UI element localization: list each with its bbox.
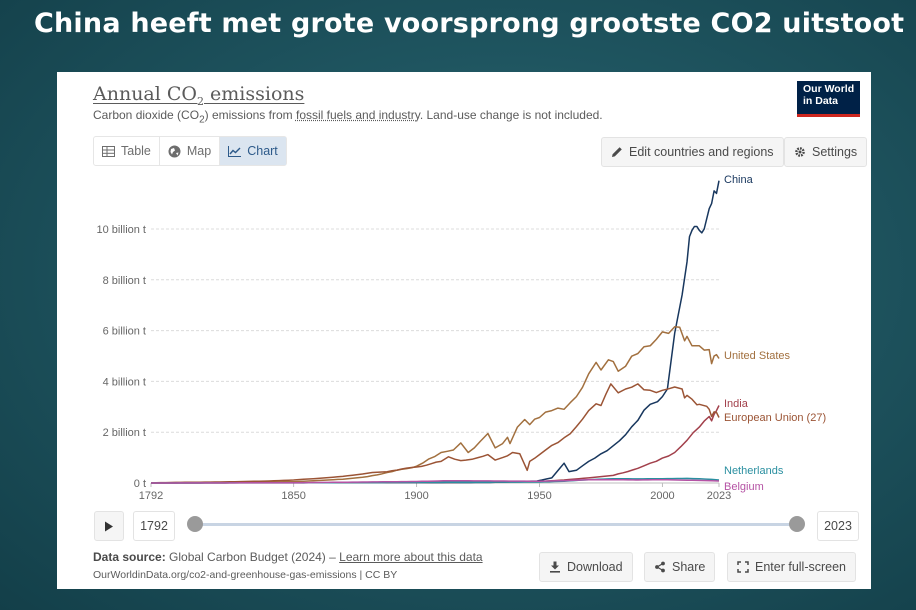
series-label-european-union-27: European Union (27) [724,412,826,424]
y-tick-label: 0 t [134,478,146,490]
chart-title[interactable]: Annual CO2 emissions [93,83,305,108]
edit-countries-button[interactable]: Edit countries and regions [601,137,784,167]
download-button[interactable]: Download [539,552,633,582]
series-label-united-states: United States [724,350,791,362]
tab-table[interactable]: Table [94,137,159,165]
gear-icon [794,146,806,158]
timeline-start-handle[interactable] [187,516,203,532]
timeline-track[interactable] [195,523,797,526]
y-tick-label: 10 billion t [96,224,146,236]
line-chart: 0 t 2 billion t 4 billion t 6 billion t 8 bi… [96,174,826,502]
slide-title: China heeft met grote voorsprong grootst… [34,8,905,39]
share-button[interactable]: Share [644,552,716,582]
tab-map[interactable]: Map [158,137,219,165]
fullscreen-button[interactable]: Enter full-screen [727,552,857,582]
pencil-icon [611,146,623,158]
series-line-china [151,180,720,484]
settings-button[interactable]: Settings [784,137,868,167]
x-tick-label: 1792 [139,490,163,502]
series-label-india: India [724,398,749,410]
y-tick-label: 4 billion t [103,376,146,388]
globe-icon [168,145,181,158]
learn-more-link[interactable]: Learn more about this data [339,550,483,564]
x-tick-label: 1950 [527,490,551,502]
share-icon [654,561,666,573]
download-icon [549,561,561,573]
series-label-netherlands: Netherlands [724,465,784,477]
x-tick-label: 1850 [281,490,305,502]
timeline-start-year[interactable]: 1792 [133,511,175,541]
fossil-fuels-link[interactable]: fossil fuels and industry [295,108,420,122]
y-tick-label: 2 billion t [103,427,146,439]
timeline-end-year[interactable]: 2023 [817,511,859,541]
timeline-end-handle[interactable] [789,516,805,532]
data-source: Data source: Global Carbon Budget (2024)… [93,550,483,564]
play-button[interactable] [94,511,124,541]
x-tick-label: 2000 [650,490,674,502]
chart-card: Annual CO2 emissions Carbon dioxide (CO2… [57,72,871,589]
source-url: OurWorldinData.org/co2-and-greenhouse-ga… [93,569,398,581]
view-tabs: Table Map Chart [93,136,287,166]
tab-chart[interactable]: Chart [219,137,286,165]
series-line-india [151,405,720,484]
y-tick-label: 8 billion t [103,275,146,287]
series-line-european-union-27 [151,383,720,484]
line-chart-icon [228,145,242,157]
chart-subtitle: Carbon dioxide (CO2) emissions from foss… [93,108,603,126]
x-tick-label: 1900 [404,490,428,502]
play-icon [104,521,114,532]
owid-logo[interactable]: Our World in Data [797,81,860,117]
series-line-united-states [151,326,720,484]
expand-icon [737,561,749,573]
series-label-belgium: Belgium [724,481,764,493]
x-tick-label: 2023 [707,490,731,502]
series-label-china: China [724,174,754,186]
series-line-belgium [151,478,720,484]
table-icon [102,145,115,157]
y-tick-label: 6 billion t [103,326,146,338]
